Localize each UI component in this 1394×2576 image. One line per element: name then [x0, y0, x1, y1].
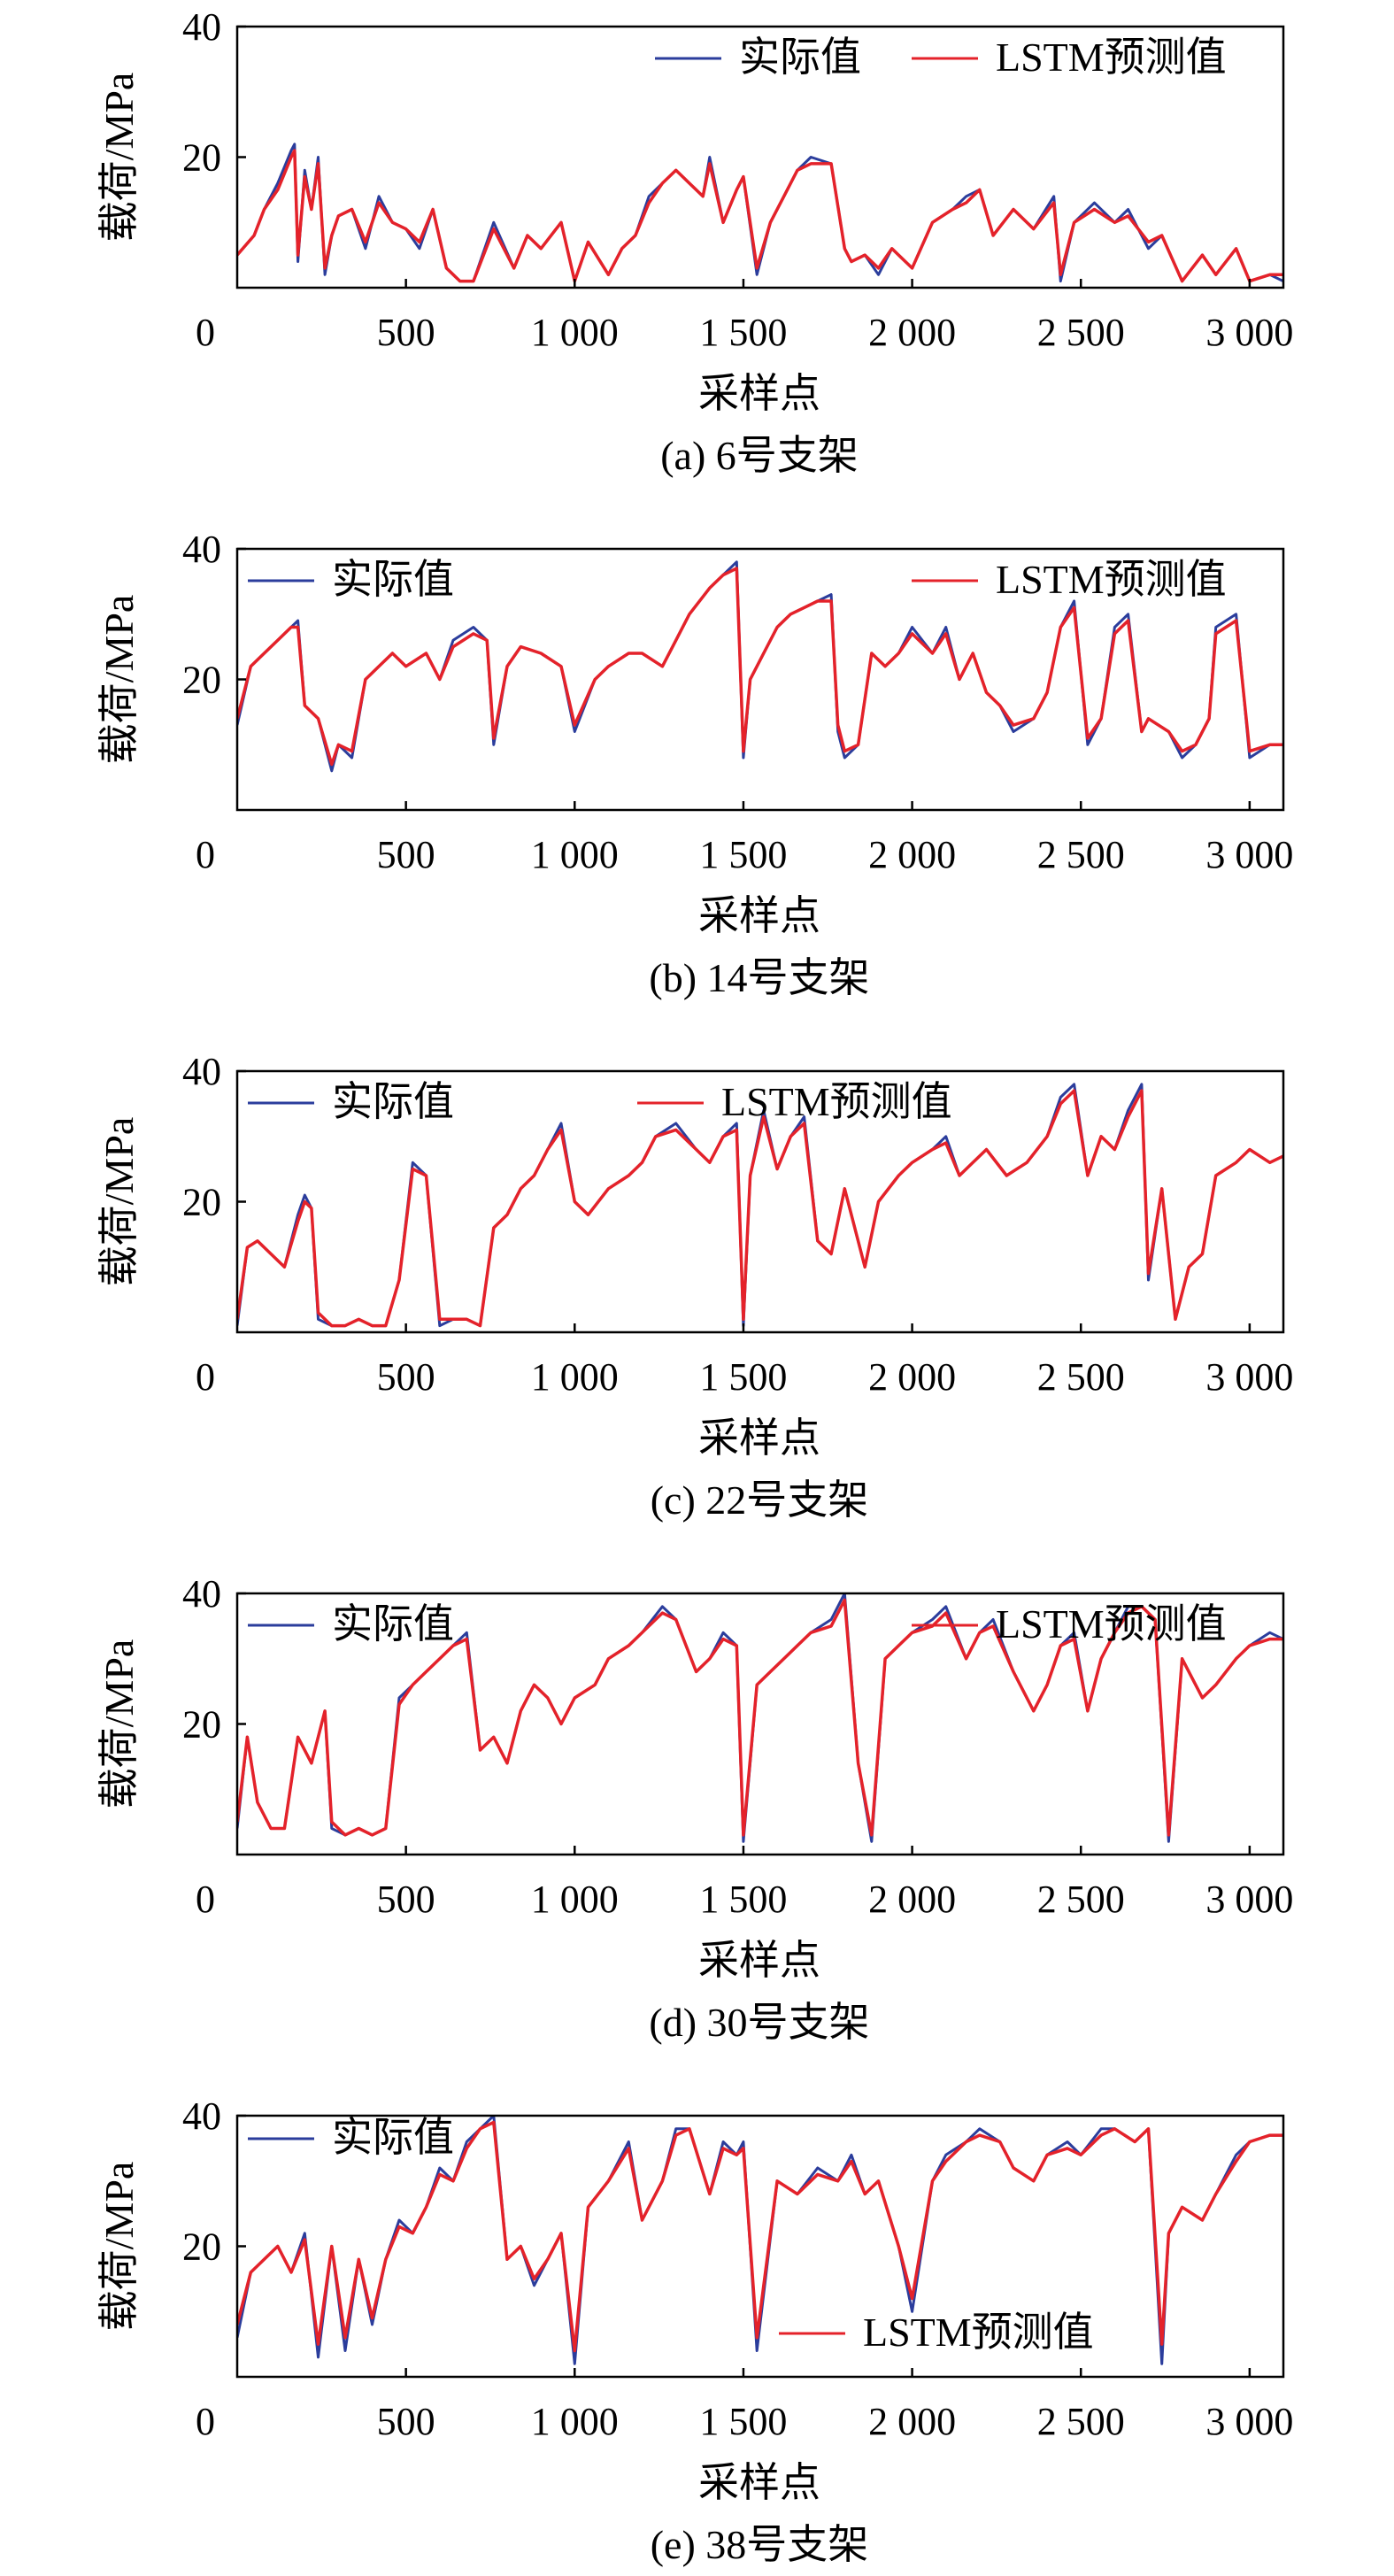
panel-caption: (a) 6号支架 [660, 433, 859, 478]
y-axis-title: 载荷/MPa [96, 595, 142, 765]
x-tick-label: 3 000 [1205, 2400, 1293, 2443]
x-tick-label: 2 000 [868, 2400, 956, 2443]
x-axis-title: 采样点 [698, 1938, 820, 1983]
x-axis-title: 采样点 [698, 371, 820, 416]
chart-svg: 0 500 1 000 1 500 2 000 2 500 3 000 20 40 载荷/MPa 采… [96, 5, 1293, 478]
x-tick-label: 1 000 [531, 2400, 619, 2443]
legend-label-predicted: LSTM预测值 [996, 557, 1227, 602]
chart-panel-3: 0 500 1 000 1 500 2 000 2 500 3 000 20 40 载荷/MPa 采… [0, 1045, 1394, 1531]
series-line-predicted [237, 149, 1283, 283]
x-tick-label: 2 000 [868, 1878, 956, 1921]
x-tick-label: 1 000 [531, 833, 619, 876]
x-tick-label: 3 000 [1205, 1878, 1293, 1921]
chart-svg: 0 500 1 000 1 500 2 000 2 500 3 000 20 40 载荷/MPa 采… [96, 2094, 1293, 2567]
y-axis-title: 载荷/MPa [96, 1639, 142, 1809]
x-tick-label: 500 [377, 2400, 435, 2443]
legend-label-predicted: LSTM预测值 [996, 35, 1227, 80]
x-tick-label: 2 000 [868, 311, 956, 354]
chart-panel-5: 0 500 1 000 1 500 2 000 2 500 3 000 20 40 载荷/MPa 采… [0, 2089, 1394, 2576]
legend-label-actual: 实际值 [332, 2115, 454, 2160]
y-axis-title: 载荷/MPa [96, 73, 142, 243]
panel-caption: (b) 14号支架 [649, 955, 869, 1000]
y-axis-title: 载荷/MPa [96, 1117, 142, 1287]
y-tick-label: 40 [182, 5, 221, 49]
series-line-predicted [237, 2120, 1283, 2353]
x-tick-label: 0 [196, 1355, 215, 1399]
x-tick-label: 0 [196, 311, 215, 354]
y-tick-label: 20 [182, 659, 221, 702]
chart-panel-1: 0 500 1 000 1 500 2 000 2 500 3 000 20 40 载荷/MPa 采… [0, 0, 1394, 487]
panel-caption: (d) 30号支架 [649, 2000, 869, 2045]
x-tick-label: 500 [377, 1878, 435, 1921]
x-tick-label: 1 500 [699, 1878, 787, 1921]
y-tick-label: 20 [182, 136, 221, 180]
legend-label-predicted: LSTM预测值 [996, 1601, 1227, 1647]
x-tick-label: 2 000 [868, 833, 956, 876]
x-tick-label: 2 000 [868, 1355, 956, 1399]
chart-svg: 0 500 1 000 1 500 2 000 2 500 3 000 20 40 载荷/MPa 采… [96, 1572, 1293, 2045]
y-tick-label: 20 [182, 1703, 221, 1747]
y-axis-title: 载荷/MPa [96, 2162, 142, 2332]
x-tick-label: 2 500 [1037, 2400, 1125, 2443]
x-tick-label: 1 500 [699, 1355, 787, 1399]
x-tick-label: 500 [377, 1355, 435, 1399]
legend-label-actual: 实际值 [332, 557, 454, 602]
legend-label-predicted: LSTM预测值 [863, 2310, 1094, 2355]
y-tick-label: 20 [182, 2225, 221, 2269]
x-tick-label: 3 000 [1205, 1355, 1293, 1399]
x-tick-label: 500 [377, 311, 435, 354]
x-tick-label: 0 [196, 1878, 215, 1921]
x-tick-label: 2 500 [1037, 1878, 1125, 1921]
chart-panel-4: 0 500 1 000 1 500 2 000 2 500 3 000 20 40 载荷/MPa 采… [0, 1567, 1394, 2054]
panel-caption: (c) 22号支架 [651, 1477, 869, 1523]
x-tick-label: 1 000 [531, 1878, 619, 1921]
x-tick-label: 2 500 [1037, 1355, 1125, 1399]
x-axis-title: 采样点 [698, 1415, 820, 1461]
x-axis-title: 采样点 [698, 893, 820, 938]
chart-svg: 0 500 1 000 1 500 2 000 2 500 3 000 20 40 载荷/MPa 采… [96, 1050, 1293, 1523]
x-tick-label: 1 500 [699, 311, 787, 354]
x-tick-label: 0 [196, 2400, 215, 2443]
y-tick-label: 20 [182, 1181, 221, 1224]
y-tick-label: 40 [182, 2094, 221, 2138]
chart-svg: 0 500 1 000 1 500 2 000 2 500 3 000 20 40 载荷/MPa 采… [96, 528, 1293, 1000]
x-tick-label: 1 000 [531, 311, 619, 354]
panel-caption: (e) 38号支架 [651, 2522, 869, 2567]
legend-label-actual: 实际值 [332, 1079, 454, 1124]
x-tick-label: 2 500 [1037, 311, 1125, 354]
legend-label-actual: 实际值 [739, 35, 861, 80]
series-line-predicted [237, 1598, 1283, 1837]
y-tick-label: 40 [182, 1050, 221, 1093]
x-tick-label: 1 500 [699, 2400, 787, 2443]
y-tick-label: 40 [182, 1572, 221, 1616]
x-tick-label: 500 [377, 833, 435, 876]
series-line-predicted [237, 567, 1283, 767]
x-tick-label: 1 000 [531, 1355, 619, 1399]
x-tick-label: 3 000 [1205, 833, 1293, 876]
legend-label-predicted: LSTM预测值 [721, 1079, 952, 1124]
legend-label-actual: 实际值 [332, 1601, 454, 1647]
x-tick-label: 3 000 [1205, 311, 1293, 354]
series-line-predicted [237, 1089, 1283, 1328]
x-tick-label: 0 [196, 833, 215, 876]
x-tick-label: 1 500 [699, 833, 787, 876]
x-axis-title: 采样点 [698, 2460, 820, 2505]
chart-panel-2: 0 500 1 000 1 500 2 000 2 500 3 000 20 40 载荷/MPa 采… [0, 522, 1394, 1009]
y-tick-label: 40 [182, 528, 221, 571]
x-tick-label: 2 500 [1037, 833, 1125, 876]
